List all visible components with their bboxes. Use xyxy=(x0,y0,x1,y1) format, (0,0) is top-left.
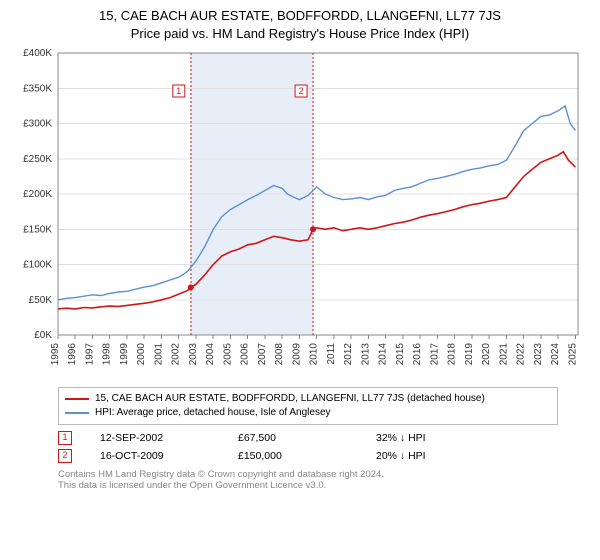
svg-text:£300K: £300K xyxy=(23,118,52,129)
svg-text:1995: 1995 xyxy=(50,342,61,365)
marker-price: £150,000 xyxy=(238,450,348,462)
svg-text:£350K: £350K xyxy=(23,83,52,94)
svg-text:2000: 2000 xyxy=(136,342,147,365)
marker-price: £67,500 xyxy=(238,432,348,444)
svg-text:2007: 2007 xyxy=(257,342,268,365)
marker-pct-vs-hpi: 32% ↓ HPI xyxy=(376,432,466,444)
svg-text:2021: 2021 xyxy=(498,342,509,365)
svg-text:2013: 2013 xyxy=(360,342,371,365)
svg-text:1999: 1999 xyxy=(119,342,130,365)
svg-text:2023: 2023 xyxy=(533,342,544,365)
legend-row: HPI: Average price, detached house, Isle… xyxy=(65,406,551,420)
footer-line-1: Contains HM Land Registry data © Crown c… xyxy=(58,469,590,481)
legend-label: 15, CAE BACH AUR ESTATE, BODFFORDD, LLAN… xyxy=(95,393,485,404)
footer-line-2: This data is licensed under the Open Gov… xyxy=(58,480,590,492)
legend-swatch xyxy=(65,398,89,400)
svg-text:£400K: £400K xyxy=(23,49,52,59)
svg-text:2024: 2024 xyxy=(550,342,561,365)
svg-text:2009: 2009 xyxy=(291,342,302,365)
svg-text:2015: 2015 xyxy=(395,342,406,365)
svg-text:2001: 2001 xyxy=(153,342,164,365)
svg-text:1996: 1996 xyxy=(67,342,78,365)
svg-text:2006: 2006 xyxy=(240,342,251,365)
svg-text:2004: 2004 xyxy=(205,342,216,365)
svg-text:2: 2 xyxy=(299,86,304,96)
marker-table-row: 2 16-OCT-2009 £150,000 20% ↓ HPI xyxy=(58,447,558,465)
svg-text:2017: 2017 xyxy=(429,342,440,365)
svg-text:1997: 1997 xyxy=(84,342,95,365)
marker-pct-vs-hpi: 20% ↓ HPI xyxy=(376,450,466,462)
svg-text:£0K: £0K xyxy=(34,330,52,341)
svg-text:£150K: £150K xyxy=(23,224,52,235)
svg-text:1998: 1998 xyxy=(102,342,113,365)
svg-text:2016: 2016 xyxy=(412,342,423,365)
footer-attribution: Contains HM Land Registry data © Crown c… xyxy=(58,469,590,493)
svg-text:2014: 2014 xyxy=(378,342,389,365)
svg-text:2011: 2011 xyxy=(326,342,337,364)
svg-text:2002: 2002 xyxy=(171,342,182,365)
marker-number-box: 2 xyxy=(58,449,72,463)
svg-text:2020: 2020 xyxy=(481,342,492,365)
price-chart: £0K £50K £100K £150K £200K £250K £300K £350K £40… xyxy=(10,49,590,379)
chart-titles: 15, CAE BACH AUR ESTATE, BODFFORDD, LLAN… xyxy=(10,8,590,43)
marker-number-box: 1 xyxy=(58,431,72,445)
marker-date: 12-SEP-2002 xyxy=(100,432,210,444)
marker-date: 16-OCT-2009 xyxy=(100,450,210,462)
svg-text:2018: 2018 xyxy=(447,342,458,365)
svg-text:2003: 2003 xyxy=(188,342,199,365)
title-sub: Price paid vs. HM Land Registry's House … xyxy=(10,26,590,42)
marker-table: 1 12-SEP-2002 £67,500 32% ↓ HPI 2 16-OCT-2009… xyxy=(58,429,558,465)
svg-text:£50K: £50K xyxy=(29,294,53,305)
svg-text:£200K: £200K xyxy=(23,189,52,200)
svg-text:£100K: £100K xyxy=(23,259,52,270)
marker-table-row: 1 12-SEP-2002 £67,500 32% ↓ HPI xyxy=(58,429,558,447)
title-main: 15, CAE BACH AUR ESTATE, BODFFORDD, LLAN… xyxy=(10,8,590,24)
svg-text:£250K: £250K xyxy=(23,153,52,164)
svg-text:1: 1 xyxy=(176,86,181,96)
legend: 15, CAE BACH AUR ESTATE, BODFFORDD, LLAN… xyxy=(58,387,558,425)
svg-text:2012: 2012 xyxy=(343,342,354,365)
svg-text:2005: 2005 xyxy=(222,342,233,365)
legend-row: 15, CAE BACH AUR ESTATE, BODFFORDD, LLAN… xyxy=(65,392,551,406)
legend-label: HPI: Average price, detached house, Isle… xyxy=(95,407,331,418)
chart-svg: £0K £50K £100K £150K £200K £250K £300K £350K £40… xyxy=(10,49,590,379)
svg-text:2010: 2010 xyxy=(309,342,320,365)
svg-text:2025: 2025 xyxy=(567,342,578,365)
svg-text:2008: 2008 xyxy=(274,342,285,365)
svg-text:2022: 2022 xyxy=(516,342,527,365)
svg-text:2019: 2019 xyxy=(464,342,475,365)
legend-swatch xyxy=(65,412,89,414)
